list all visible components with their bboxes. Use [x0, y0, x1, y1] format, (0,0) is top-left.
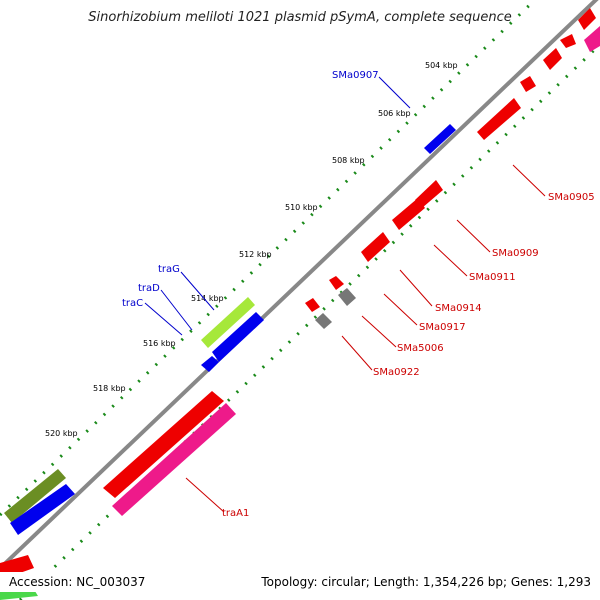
- gene-SMa0922-red[interactable]: [305, 298, 320, 312]
- tick-520: 520 kbp: [45, 429, 78, 438]
- gene-red-top-2[interactable]: [578, 8, 596, 30]
- outer-tick-track: [0, 0, 537, 517]
- label-SMa0905: SMa0905: [548, 192, 595, 203]
- tick-510: 510 kbp: [285, 203, 318, 212]
- label-SMa0911: SMa0911: [469, 272, 516, 283]
- gene-magenta-top[interactable]: [584, 26, 600, 52]
- label-SMa5006: SMa5006: [397, 343, 444, 354]
- label-SMa0914: SMa0914: [435, 303, 482, 314]
- gene-red-top-1[interactable]: [560, 34, 576, 48]
- label-SMa0917: SMa0917: [419, 322, 466, 333]
- gene-SMa5006[interactable]: [338, 288, 356, 306]
- gene-traC[interactable]: [201, 356, 219, 372]
- gene-SMa0914[interactable]: [361, 232, 390, 262]
- gene-blue-bottom[interactable]: [10, 484, 75, 535]
- label-traA1: traA1: [222, 508, 249, 519]
- inner-tick-track: [18, 42, 600, 600]
- label-traG: traG: [158, 264, 180, 275]
- tick-506: 506 kbp: [378, 109, 411, 118]
- gene-traD[interactable]: [212, 312, 264, 362]
- backbone-line: [0, 0, 599, 571]
- gene-traA1-red[interactable]: [103, 391, 224, 498]
- forward-leaders: [144, 76, 411, 336]
- map-title: Sinorhizobium meliloti 1021 plasmid pSym…: [88, 10, 511, 25]
- gene-SMa0907[interactable]: [424, 124, 456, 154]
- gene-traG[interactable]: [201, 297, 255, 348]
- tick-518: 518 kbp: [93, 384, 126, 393]
- tick-512: 512 kbp: [239, 250, 272, 259]
- label-SMa0922: SMa0922: [373, 367, 420, 378]
- label-traD: traD: [138, 283, 160, 294]
- footer-bg: [0, 572, 600, 592]
- reverse-leaders: [185, 164, 546, 513]
- tick-514: 514 kbp: [191, 294, 224, 303]
- label-SMa0907: SMa0907: [332, 70, 379, 81]
- gene-SMa0922[interactable]: [315, 313, 332, 329]
- tick-516: 516 kbp: [143, 339, 176, 348]
- gene-SMa0917[interactable]: [329, 276, 344, 290]
- gene-traA1[interactable]: [112, 403, 236, 516]
- gene-SMa0905[interactable]: [477, 98, 521, 140]
- topology-text: Topology: circular; Length: 1,354,226 bp…: [260, 575, 591, 589]
- gene-SMa0909[interactable]: [415, 180, 443, 208]
- accession-text: Accession: NC_003037: [9, 575, 145, 589]
- gene-SMa0911[interactable]: [392, 198, 425, 230]
- gene-red-top-4[interactable]: [520, 76, 536, 92]
- gene-red-top-3[interactable]: [543, 48, 562, 70]
- label-traC: traC: [122, 298, 143, 309]
- label-SMa0909: SMa0909: [492, 248, 539, 259]
- gene-olive[interactable]: [4, 469, 66, 523]
- tick-504: 504 kbp: [425, 61, 458, 70]
- tick-508: 508 kbp: [332, 156, 365, 165]
